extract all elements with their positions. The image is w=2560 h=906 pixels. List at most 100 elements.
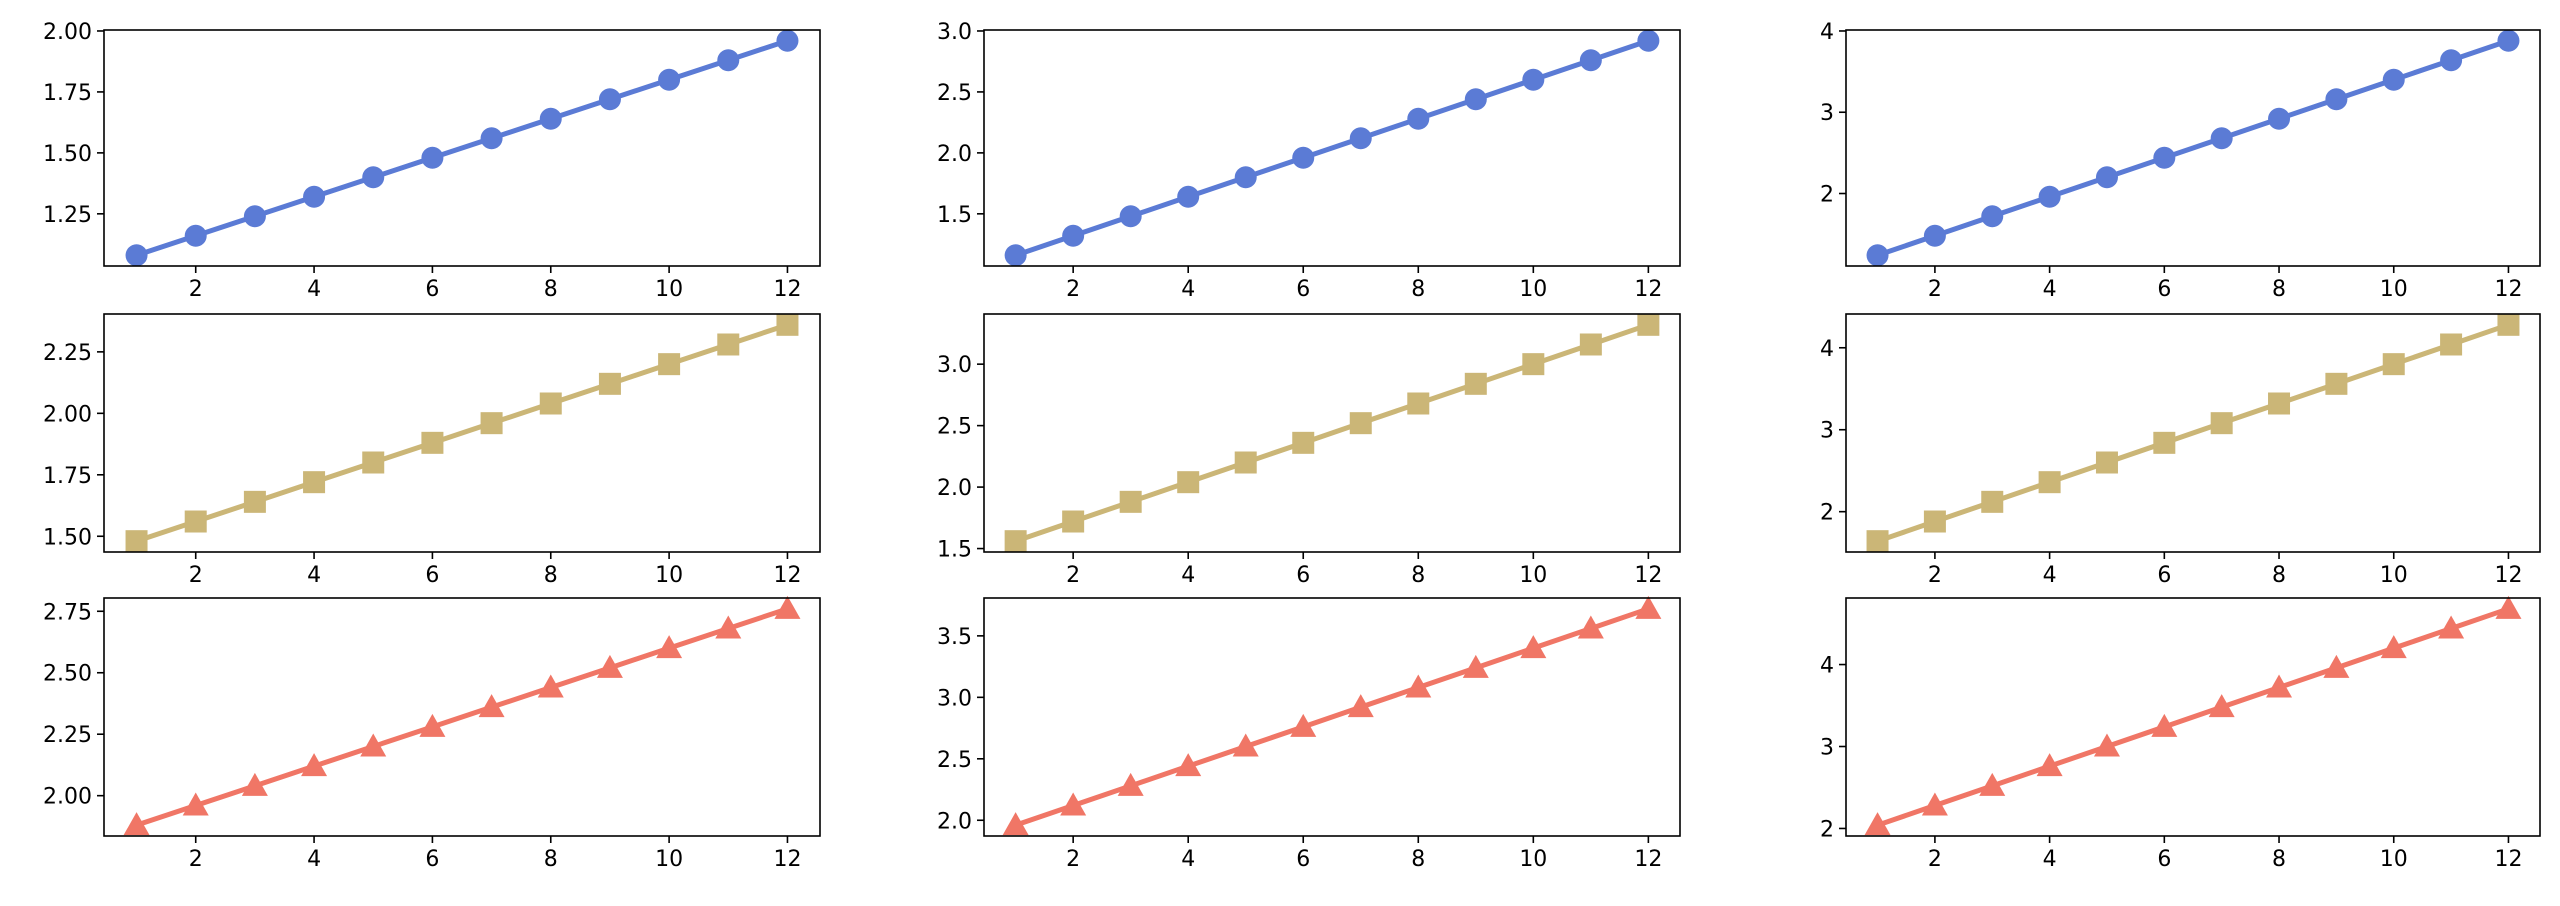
y-tick-label: 3.0 <box>937 353 972 378</box>
data-point <box>2325 88 2348 111</box>
x-tick-label: 2 <box>1928 563 1942 588</box>
data-point <box>362 166 385 189</box>
y-tick-label: 2.00 <box>43 785 92 810</box>
x-tick-label: 2 <box>189 563 203 588</box>
data-point <box>1866 530 1889 553</box>
data-point <box>2151 713 2178 737</box>
data-point <box>1004 244 1027 267</box>
axes-frame <box>1845 313 2541 553</box>
data-point <box>2438 615 2465 639</box>
data-point <box>2153 146 2176 169</box>
axes-frame <box>103 597 821 837</box>
x-tick-label: 10 <box>1519 847 1547 872</box>
data-point <box>1177 185 1200 208</box>
data-point <box>2440 333 2463 356</box>
x-tick-label: 4 <box>307 847 321 872</box>
data-point <box>658 353 681 376</box>
data-point <box>2210 412 2233 435</box>
axes-frame <box>983 313 1681 553</box>
data-point <box>1522 68 1545 91</box>
y-tick-label: 2.0 <box>937 476 972 501</box>
x-tick-label: 2 <box>189 847 203 872</box>
data-point <box>1923 224 1946 247</box>
data-point <box>478 694 505 718</box>
data-point <box>1119 205 1142 228</box>
data-point <box>1062 510 1085 533</box>
y-tick-label: 2.00 <box>43 20 92 45</box>
y-tick-label: 1.75 <box>43 464 92 489</box>
subplot-4: 2 4 6 8 10 12 1.50 1.75 2.00 2.25 <box>43 313 821 588</box>
data-point <box>480 412 503 435</box>
data-point <box>2440 49 2463 72</box>
subplot-5: 2 4 6 8 10 12 1.5 2.0 2.5 3.0 <box>937 313 1681 588</box>
data-point <box>1347 694 1374 718</box>
x-tick-label: 6 <box>425 847 439 872</box>
data-point <box>1062 224 1085 247</box>
data-point <box>537 674 564 698</box>
series-line <box>1013 322 1651 544</box>
subplot-9: 2 4 6 8 10 12 2 3 4 <box>1820 595 2541 872</box>
data-point <box>1234 451 1257 474</box>
data-point <box>1175 753 1202 777</box>
data-point <box>1579 333 1602 356</box>
data-point <box>241 772 268 796</box>
data-point <box>1292 146 1315 169</box>
data-point <box>362 451 385 474</box>
y-tick-label: 3 <box>1820 101 1834 126</box>
x-tick-label: 2 <box>1066 847 1080 872</box>
data-point <box>1349 127 1372 150</box>
data-point <box>1522 353 1545 376</box>
y-tick-label: 1.25 <box>43 203 92 228</box>
data-point <box>301 753 328 777</box>
data-point <box>2268 107 2291 130</box>
x-tick-label: 2 <box>1928 277 1942 302</box>
x-tick-label: 12 <box>2494 563 2522 588</box>
x-tick-label: 8 <box>2272 563 2286 588</box>
y-tick-label: 3.5 <box>937 625 972 650</box>
series-line <box>134 38 790 258</box>
series-line <box>134 606 790 828</box>
data-point <box>419 713 446 737</box>
x-tick-label: 4 <box>1181 277 1195 302</box>
x-tick-label: 8 <box>544 563 558 588</box>
x-tick-label: 10 <box>2380 563 2408 588</box>
axes-frame <box>1845 597 2541 837</box>
x-tick-label: 8 <box>1411 847 1425 872</box>
data-point <box>123 812 150 836</box>
x-tick-label: 6 <box>2157 277 2171 302</box>
data-point <box>303 471 326 494</box>
x-tick-label: 2 <box>1066 277 1080 302</box>
axes-frame <box>983 29 1681 267</box>
x-tick-label: 4 <box>307 563 321 588</box>
data-point <box>182 792 209 816</box>
y-tick-label: 1.75 <box>43 81 92 106</box>
x-tick-label: 12 <box>2494 847 2522 872</box>
data-point <box>2382 353 2405 376</box>
subplot-6: 2 4 6 8 10 12 2 3 4 <box>1820 313 2541 588</box>
x-tick-label: 12 <box>1634 277 1662 302</box>
axes-frame <box>103 29 821 267</box>
y-tick-label: 4 <box>1820 654 1834 679</box>
data-point <box>1407 392 1430 415</box>
y-tick-label: 2 <box>1820 501 1834 526</box>
subplot-7: 2 4 6 8 10 12 2.00 2.25 2.50 2.75 <box>43 595 821 872</box>
data-point <box>303 185 326 208</box>
x-tick-label: 8 <box>2272 847 2286 872</box>
data-point <box>658 68 681 91</box>
x-tick-label: 2 <box>1066 563 1080 588</box>
series-line <box>1013 606 1651 828</box>
series-line <box>1875 606 2511 828</box>
y-tick-label: 2.5 <box>937 748 972 773</box>
data-point <box>2208 694 2235 718</box>
subplot-1: 2 4 6 8 10 12 1.25 1.50 1.75 2.00 <box>43 20 821 302</box>
x-tick-label: 12 <box>1634 847 1662 872</box>
data-point <box>1921 792 1948 816</box>
data-point <box>1464 88 1487 111</box>
data-point <box>2095 166 2118 189</box>
x-tick-label: 6 <box>425 563 439 588</box>
y-tick-label: 3.0 <box>937 20 972 45</box>
x-tick-label: 8 <box>544 277 558 302</box>
data-point <box>2382 68 2405 91</box>
y-tick-label: 4 <box>1820 20 1834 45</box>
series-line <box>1013 38 1651 258</box>
